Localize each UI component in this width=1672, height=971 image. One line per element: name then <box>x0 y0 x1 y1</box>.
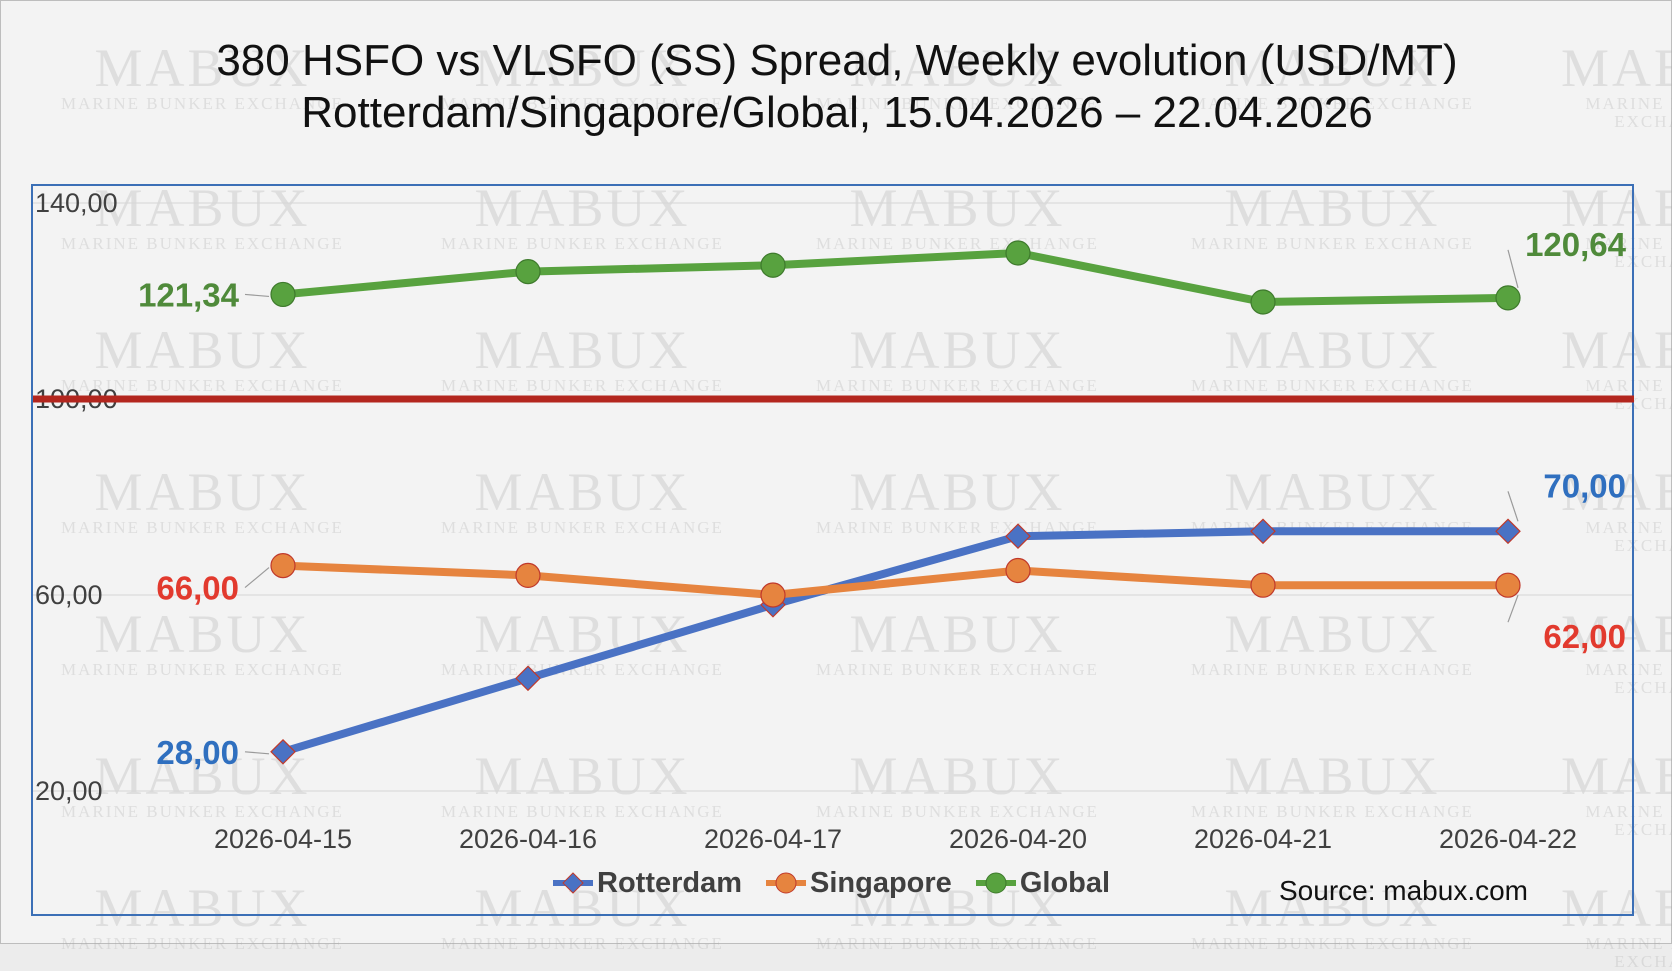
data-label-global: 121,34 <box>138 276 240 313</box>
chart-title: 380 HSFO vs VLSFO (SS) Spread, Weekly ev… <box>1 35 1672 139</box>
y-tick-label: 60,00 <box>35 580 103 610</box>
data-point-singapore <box>1005 557 1031 584</box>
x-tick-label: 2026-04-17 <box>704 824 842 854</box>
data-point-rotterdam <box>515 665 541 692</box>
y-tick-label: 20,00 <box>35 776 103 806</box>
x-tick-label: 2026-04-22 <box>1439 824 1577 854</box>
data-point-rotterdam <box>270 738 296 765</box>
legend-item-rotterdam: Rotterdam <box>551 867 742 900</box>
data-point-singapore <box>1495 572 1521 598</box>
data-label-leader <box>1507 594 1519 623</box>
data-point-global <box>515 259 541 285</box>
data-point-rotterdam <box>1250 518 1276 545</box>
data-label-leader <box>1507 491 1519 522</box>
data-point-global <box>1005 240 1031 266</box>
data-point-global <box>760 252 786 278</box>
data-point-rotterdam <box>1005 523 1031 550</box>
data-point-singapore <box>270 552 296 579</box>
data-point-global <box>1495 285 1521 311</box>
data-label-leader <box>244 567 270 589</box>
data-label-leader <box>244 751 270 755</box>
data-label-singapore: 62,00 <box>1543 618 1626 655</box>
data-point-rotterdam <box>1495 518 1521 545</box>
data-label-rotterdam: 70,00 <box>1543 467 1626 504</box>
legend-label-rotterdam: Rotterdam <box>597 866 743 899</box>
data-label-global: 120,64 <box>1525 226 1627 263</box>
source-note: Source: mabux.com <box>1279 875 1528 906</box>
data-label-leader <box>244 293 270 298</box>
series-line-global <box>279 248 1512 306</box>
plot-area-border <box>31 184 1634 916</box>
series-line-singapore <box>279 561 1512 599</box>
data-label-leader <box>1507 249 1519 289</box>
data-point-singapore <box>1250 572 1276 598</box>
data-point-singapore <box>760 582 786 608</box>
x-tick-label: 2026-04-20 <box>949 824 1087 854</box>
x-tick-label: 2026-04-16 <box>459 824 597 854</box>
data-point-singapore <box>515 562 541 589</box>
data-label-singapore: 66,00 <box>156 570 239 607</box>
legend: Rotterdam Singapore Global <box>551 863 1110 903</box>
y-tick-label: 140,00 <box>35 188 118 218</box>
chart-title-line-1: 380 HSFO vs VLSFO (SS) Spread, Weekly ev… <box>216 36 1458 85</box>
x-tick-label: 2026-04-21 <box>1194 824 1332 854</box>
data-point-global <box>1250 289 1276 315</box>
x-tick-label: 2026-04-15 <box>214 824 352 854</box>
series-line-rotterdam <box>279 527 1512 756</box>
legend-item-singapore: Singapore <box>764 867 952 900</box>
legend-label-global: Global <box>1019 866 1111 899</box>
legend-marker-rotterdam <box>553 872 593 894</box>
data-point-global <box>270 281 296 308</box>
chart-title-line-2: Rotterdam/Singapore/Global, 15.04.2026 –… <box>301 88 1373 137</box>
data-label-rotterdam: 28,00 <box>156 734 239 771</box>
legend-label-singapore: Singapore <box>810 866 952 899</box>
legend-marker-global <box>975 872 1016 894</box>
legend-marker-singapore <box>766 872 807 894</box>
legend-item-global: Global <box>974 867 1110 900</box>
